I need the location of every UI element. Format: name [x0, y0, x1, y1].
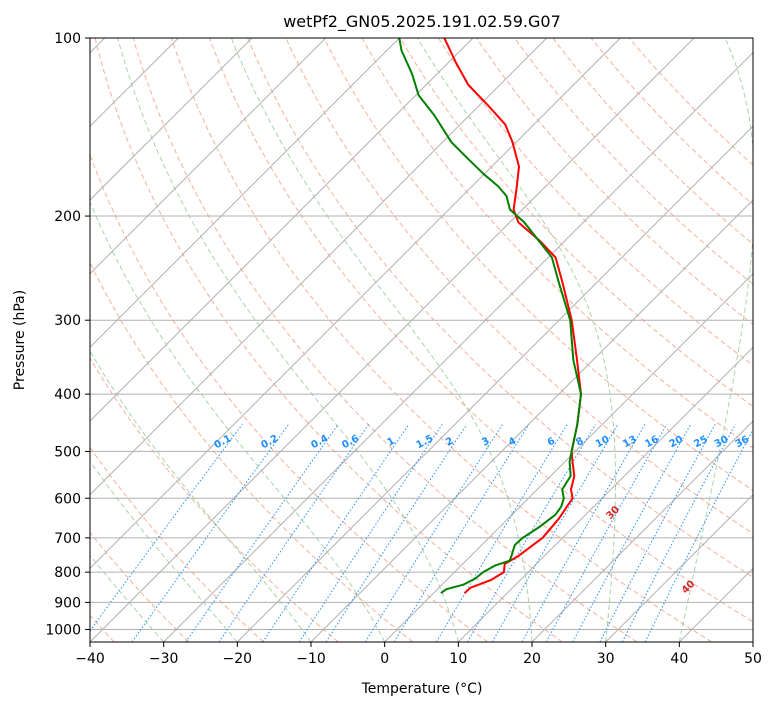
dry-adiabat-line [90, 531, 190, 642]
x-tick-label: 30 [597, 651, 615, 667]
x-tick-label: 40 [670, 651, 688, 667]
isotherm-line [90, 38, 695, 642]
x-axis-label: Temperature (°C) [361, 681, 483, 697]
series-layer [398, 38, 582, 594]
mixing-ratio-line [393, 424, 530, 642]
chart-title: wetPf2_GN05.2025.191.02.59.G07 [283, 12, 561, 32]
dewpoint-profile-line [398, 38, 582, 594]
y-tick-label: 800 [54, 565, 81, 581]
y-tick-label: 900 [54, 595, 81, 611]
mixing-ratio-line [131, 424, 290, 642]
x-tick-label: 20 [523, 651, 541, 667]
dry-adiabat-line [90, 153, 488, 642]
x-tick-label: −10 [296, 651, 326, 667]
mixing-ratio-line [621, 424, 736, 642]
y-tick-label: 600 [54, 491, 81, 507]
mixing-ratio-line [521, 424, 646, 642]
dry-adiabat-line [132, 38, 638, 642]
mixing-ratio-label: 6 [546, 436, 557, 449]
moist-adiabat-line [90, 201, 386, 642]
isotherm-line [90, 38, 253, 201]
mixing-ratio-line [644, 428, 753, 642]
y-axis-label: Pressure (hPa) [12, 290, 28, 390]
isotherm-line [90, 38, 327, 275]
x-tick-label: −20 [223, 651, 253, 667]
y-tick-label: 700 [54, 531, 81, 547]
y-tick-label: 500 [54, 444, 81, 460]
isotherm-line [457, 346, 753, 642]
mixing-ratio-label: 8 [574, 436, 585, 449]
isotherm-line [90, 38, 474, 422]
isotherm-line [531, 420, 753, 642]
dry-adiabat-line [170, 38, 712, 642]
dry-adiabat-line [94, 38, 563, 642]
y-tick-label: 200 [54, 209, 81, 225]
y-tick-label: 1000 [45, 622, 81, 638]
isotherm-line [163, 51, 753, 642]
mixing-ratio-line [298, 424, 443, 642]
isotherm-line [236, 125, 753, 642]
grid-layer [90, 38, 753, 642]
x-tick-label: −30 [149, 651, 179, 667]
dry-adiabat-line [590, 38, 753, 206]
x-tick-label: −40 [75, 651, 105, 667]
mixing-ratio-label: 1 [386, 436, 397, 449]
mixing-ratio-line [572, 424, 692, 642]
x-tick-label: 10 [449, 651, 467, 667]
plot-frame [89, 37, 754, 643]
mixing-ratio-line [90, 424, 243, 632]
dry-adiabat-line [285, 38, 753, 535]
mixing-ratio-line [545, 424, 668, 642]
isotherm-line [90, 38, 548, 496]
dry-adiabat-line [247, 38, 753, 578]
mixing-ratio-line [185, 424, 339, 642]
y-tick-label: 100 [54, 31, 81, 47]
isotherm-line [605, 493, 753, 642]
isotherm-line [90, 38, 621, 570]
mixing-ratio-line [467, 424, 596, 642]
mixing-ratio-line [599, 424, 716, 642]
dry-adiabat-line [323, 38, 753, 492]
moist-adiabat-line [230, 38, 533, 642]
mixing-ratio-line [325, 424, 468, 642]
mixing-ratio-line [435, 424, 568, 642]
mixing-ratio-line [262, 424, 410, 642]
dry-adiabat-line [476, 38, 753, 326]
x-tick-label: 0 [380, 651, 389, 667]
mixing-ratio-label: 2 [444, 436, 455, 449]
temperature-profile-line [443, 38, 582, 594]
isotherm-line [90, 38, 400, 349]
mixing-ratio-label: 4 [507, 436, 518, 449]
isotherm-line [310, 199, 753, 642]
moist-adiabat-line [90, 460, 238, 642]
dry-adiabat-line [90, 261, 414, 642]
isotherm-line [384, 272, 753, 642]
moist-adiabat-line [678, 38, 753, 642]
dry-adiabat-line [399, 38, 753, 408]
dry-adiabat-line [552, 38, 753, 245]
x-tick-label: 50 [744, 651, 762, 667]
mixing-ratio-line [364, 424, 504, 642]
y-tick-label: 300 [54, 313, 81, 329]
mixing-ratio-label: 3 [480, 436, 491, 449]
dry-adiabat-line [209, 38, 753, 623]
moist-adiabat-line [416, 38, 616, 642]
moist-adiabat-line [117, 38, 459, 642]
y-tick-label: 400 [54, 387, 81, 403]
